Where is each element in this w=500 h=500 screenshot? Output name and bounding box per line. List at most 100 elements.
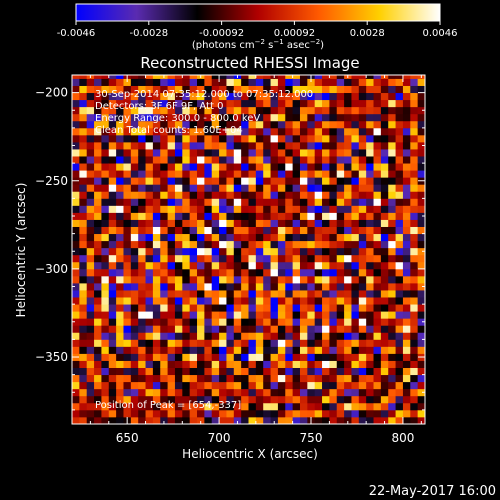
- heatmap-cell: [123, 311, 132, 319]
- heatmap-cell: [366, 268, 374, 277]
- heatmap-cell: [277, 156, 286, 164]
- heatmap-cell: [380, 198, 389, 206]
- heatmap-cell: [402, 170, 411, 178]
- heatmap-cell: [314, 409, 323, 418]
- heatmap-cell: [373, 198, 382, 206]
- heatmap-cell: [101, 318, 110, 326]
- heatmap-cell: [130, 177, 139, 185]
- heatmap-cell: [358, 78, 367, 86]
- heatmap-cell: [145, 388, 154, 397]
- heatmap-cell: [79, 290, 88, 298]
- heatmap-cell: [307, 346, 316, 354]
- heatmap-cell: [226, 367, 235, 376]
- heatmap-cell: [79, 275, 88, 284]
- heatmap-cell: [292, 226, 301, 235]
- heatmap-cell: [329, 290, 338, 298]
- heatmap-cell: [130, 297, 139, 305]
- heatmap-cell: [219, 332, 227, 340]
- heatmap-cell: [336, 402, 345, 411]
- heatmap-cell: [270, 381, 279, 390]
- heatmap-cell: [322, 170, 330, 178]
- heatmap-cell: [152, 416, 161, 425]
- heatmap-cell: [116, 261, 124, 270]
- heatmap-cell: [314, 184, 323, 192]
- heatmap-cell: [86, 78, 95, 86]
- heatmap-cell: [351, 416, 360, 425]
- heatmap-cell: [108, 149, 117, 157]
- heatmap-cell: [211, 219, 220, 227]
- heatmap-cell: [101, 416, 110, 425]
- heatmap-cell: [410, 170, 419, 178]
- heatmap-cell: [395, 106, 404, 115]
- heatmap-cell: [138, 268, 146, 277]
- heatmap-cell: [402, 113, 411, 122]
- heatmap-cell: [314, 388, 323, 397]
- heatmap-cell: [263, 99, 271, 108]
- heatmap-cell: [72, 282, 80, 291]
- heatmap-cell: [322, 177, 330, 185]
- heatmap-cell: [285, 318, 294, 326]
- heatmap-cell: [270, 198, 279, 206]
- heatmap-cell: [204, 268, 213, 277]
- heatmap-cell: [130, 318, 139, 326]
- heatmap-cell: [108, 254, 117, 263]
- heatmap-cell: [167, 290, 176, 298]
- heatmap-cell: [145, 240, 154, 249]
- heatmap-cell: [226, 325, 235, 333]
- heatmap-cell: [373, 388, 382, 397]
- heatmap-cell: [366, 275, 374, 284]
- heatmap-cell: [182, 163, 191, 171]
- colorbar-tick-label: -0.00092: [199, 28, 244, 39]
- heatmap-cell: [182, 395, 191, 404]
- heatmap-cell: [130, 226, 139, 235]
- heatmap-cell: [366, 156, 374, 164]
- heatmap-cell: [72, 198, 80, 206]
- heatmap-cell: [108, 374, 117, 383]
- heatmap-cell: [292, 346, 301, 354]
- heatmap-cell: [138, 163, 146, 171]
- heatmap-cell: [366, 99, 374, 108]
- heatmap-cell: [211, 318, 220, 326]
- peak-position-label: Position of Peak = [654,-337]: [95, 400, 241, 411]
- heatmap-cell: [344, 353, 352, 361]
- heatmap-cell: [358, 240, 367, 249]
- heatmap-cell: [174, 120, 183, 129]
- heatmap-cell: [329, 198, 338, 206]
- heatmap-cell: [86, 149, 95, 157]
- heatmap-cell: [219, 261, 227, 270]
- heatmap-cell: [116, 127, 124, 136]
- heatmap-cell: [380, 318, 389, 326]
- heatmap-cell: [72, 106, 80, 115]
- heatmap-cell: [292, 388, 301, 397]
- heatmap-cell: [299, 198, 308, 206]
- heatmap-cell: [197, 297, 205, 305]
- heatmap-cell: [329, 402, 338, 411]
- heatmap-cell: [402, 240, 411, 249]
- heatmap-cell: [152, 318, 161, 326]
- heatmap-cell: [248, 416, 257, 425]
- heatmap-cell: [373, 163, 382, 171]
- heatmap-cell: [123, 163, 132, 171]
- heatmap-cell: [160, 297, 169, 305]
- heatmap-cell: [292, 360, 301, 368]
- heatmap-cell: [270, 156, 279, 164]
- heatmap-cell: [322, 388, 330, 397]
- heatmap-cell: [182, 261, 191, 270]
- heatmap-cell: [336, 113, 345, 122]
- heatmap-cell: [388, 346, 396, 354]
- heatmap-cell: [263, 85, 271, 94]
- heatmap-cell: [263, 297, 271, 305]
- annotation-detectors: Detectors: 3F 6F 9F, Att 0: [95, 101, 223, 112]
- heatmap-cell: [116, 85, 124, 94]
- heatmap-cell: [314, 325, 323, 333]
- heatmap-cell: [299, 149, 308, 157]
- heatmap-cell: [314, 381, 323, 390]
- heatmap-cell: [211, 212, 220, 220]
- heatmap-cell: [108, 92, 117, 101]
- heatmap-cell: [108, 409, 117, 418]
- heatmap-cell: [145, 247, 154, 256]
- heatmap-cell: [86, 360, 95, 368]
- heatmap-cell: [344, 318, 352, 326]
- heatmap-cell: [86, 92, 95, 101]
- heatmap-cell: [211, 205, 220, 213]
